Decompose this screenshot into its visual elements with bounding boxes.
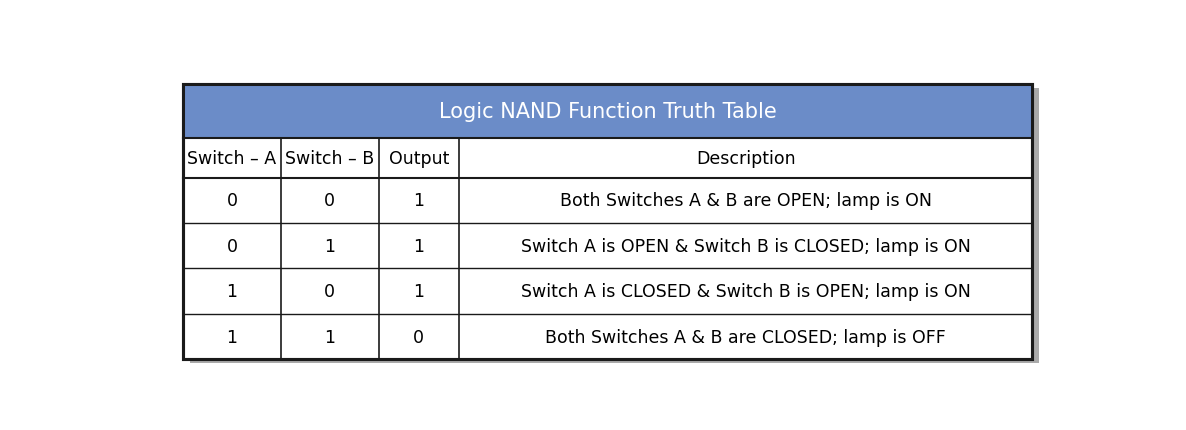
Text: 0: 0: [324, 283, 336, 301]
Text: Description: Description: [696, 149, 796, 167]
Text: 1: 1: [414, 237, 425, 255]
Text: Switch – B: Switch – B: [285, 149, 375, 167]
Text: 1: 1: [324, 237, 336, 255]
Text: 1: 1: [227, 328, 237, 346]
Text: 0: 0: [324, 192, 336, 210]
Bar: [183, 85, 1033, 359]
Text: 0: 0: [414, 328, 425, 346]
Text: Switch A is OPEN & Switch B is CLOSED; lamp is ON: Switch A is OPEN & Switch B is CLOSED; l…: [521, 237, 971, 255]
Text: Output: Output: [389, 149, 449, 167]
Text: 1: 1: [227, 283, 237, 301]
Text: 1: 1: [414, 283, 425, 301]
Text: Switch – A: Switch – A: [187, 149, 276, 167]
Bar: [183, 85, 1033, 359]
Text: 1: 1: [324, 328, 336, 346]
Text: Switch A is CLOSED & Switch B is OPEN; lamp is ON: Switch A is CLOSED & Switch B is OPEN; l…: [521, 283, 971, 301]
Text: Both Switches A & B are OPEN; lamp is ON: Both Switches A & B are OPEN; lamp is ON: [560, 192, 932, 210]
Bar: [190, 89, 1039, 363]
Text: 1: 1: [414, 192, 425, 210]
Text: Logic NAND Function Truth Table: Logic NAND Function Truth Table: [439, 101, 777, 122]
Text: 0: 0: [227, 192, 237, 210]
Text: Both Switches A & B are CLOSED; lamp is OFF: Both Switches A & B are CLOSED; lamp is …: [546, 328, 946, 346]
Text: 0: 0: [227, 237, 237, 255]
Bar: [183, 85, 1033, 138]
